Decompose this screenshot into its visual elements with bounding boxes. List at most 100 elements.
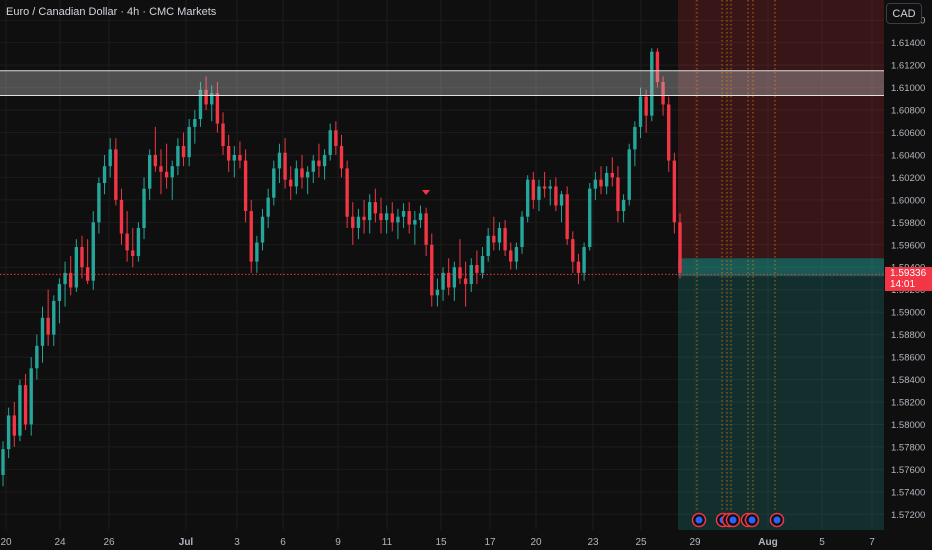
- candle: [678, 213, 682, 279]
- candle: [300, 154, 304, 189]
- time-tick-label: 5: [819, 537, 825, 548]
- event-flag-icon[interactable]: [725, 512, 741, 528]
- candle: [604, 166, 609, 195]
- candle-body: [283, 152, 287, 180]
- candle: [633, 121, 637, 167]
- candle-body: [638, 96, 643, 127]
- candle-body: [446, 272, 451, 288]
- candle: [46, 289, 50, 346]
- candle-body: [621, 199, 626, 212]
- candle: [458, 239, 462, 285]
- candle-body: [384, 213, 389, 221]
- candle: [509, 242, 513, 270]
- candle: [368, 194, 372, 234]
- candle-body: [57, 284, 62, 301]
- candle-body: [469, 265, 473, 285]
- candle: [119, 188, 124, 245]
- candle-body: [294, 168, 299, 187]
- candle: [29, 357, 33, 436]
- candle-body: [12, 415, 16, 436]
- candle: [582, 242, 586, 281]
- candle: [356, 208, 361, 240]
- price-tick-label: 1.60800: [891, 106, 925, 117]
- candle-body: [159, 166, 163, 172]
- candle: [599, 166, 603, 195]
- candle-body: [559, 194, 564, 206]
- price-tick-label: 1.61400: [891, 38, 925, 49]
- candle: [435, 278, 440, 307]
- candle: [667, 96, 671, 172]
- candle: [492, 216, 496, 251]
- candle: [463, 261, 468, 307]
- candle-body: [221, 123, 225, 146]
- time-tick-label: 26: [103, 537, 115, 548]
- currency-button[interactable]: CAD: [886, 3, 922, 24]
- candle: [147, 149, 152, 200]
- candle-body: [458, 267, 462, 279]
- position-tool[interactable]: [678, 0, 884, 530]
- candle-body: [644, 96, 648, 116]
- event-flag-icon[interactable]: [744, 512, 760, 528]
- event-flag-icon[interactable]: [691, 512, 707, 528]
- candle-body: [249, 211, 253, 262]
- candle: [187, 119, 191, 167]
- candle: [497, 222, 502, 251]
- candle-body: [441, 272, 445, 290]
- candle-body: [260, 216, 265, 243]
- candle: [277, 143, 282, 184]
- candle-body: [108, 149, 112, 167]
- candle: [23, 373, 28, 431]
- time-tick-label: 11: [382, 537, 393, 548]
- candle: [305, 166, 310, 195]
- candle: [661, 76, 665, 116]
- candle: [430, 233, 434, 307]
- candle: [334, 121, 338, 155]
- candle-body: [40, 317, 45, 346]
- candle: [12, 401, 16, 447]
- symbol-title[interactable]: Euro / Canadian Dollar · 4h · CMC Market…: [6, 6, 217, 18]
- candle: [593, 171, 598, 200]
- candle-body: [339, 145, 344, 169]
- price-tick-label: 1.57600: [891, 465, 925, 476]
- candle-body: [452, 267, 457, 288]
- candle: [69, 256, 73, 296]
- candle-body: [289, 179, 293, 187]
- candle-body: [18, 385, 22, 436]
- candle: [616, 166, 620, 223]
- candle-body: [305, 171, 310, 178]
- candle: [554, 177, 558, 212]
- candle: [379, 197, 383, 234]
- candle-body: [277, 152, 282, 169]
- candle: [446, 258, 451, 296]
- candle: [565, 186, 569, 245]
- time-axis[interactable]: 20 24 26 Jul 3 6 9 11 15 17 20 23 25 29 Aug 5 7: [0, 537, 875, 548]
- bar-countdown: 14:01: [890, 279, 916, 290]
- candle-body: [176, 145, 180, 167]
- candle-body: [514, 247, 519, 262]
- candle: [520, 211, 524, 254]
- candle: [283, 138, 287, 189]
- candle: [159, 149, 163, 195]
- candle-body: [571, 239, 575, 262]
- candle-body: [46, 317, 50, 335]
- price-tick-label: 1.59800: [891, 218, 925, 229]
- price-tick-label: 1.60400: [891, 150, 925, 161]
- event-flag-icon[interactable]: [769, 512, 785, 528]
- candle: [576, 253, 581, 285]
- candle-body: [435, 289, 440, 296]
- candle-body: [610, 172, 614, 178]
- candle-body: [80, 247, 84, 268]
- time-tick-label: Aug: [758, 537, 777, 548]
- candle-body: [463, 278, 468, 285]
- candle: [108, 138, 112, 178]
- candle: [475, 250, 479, 285]
- candle: [198, 81, 203, 127]
- time-tick-label: 24: [54, 537, 66, 548]
- candle-body: [593, 179, 598, 189]
- candle-body: [334, 130, 338, 146]
- candle-body: [486, 235, 490, 257]
- candle-body: [255, 242, 259, 262]
- candle-body: [667, 104, 671, 161]
- candle-body: [6, 415, 11, 450]
